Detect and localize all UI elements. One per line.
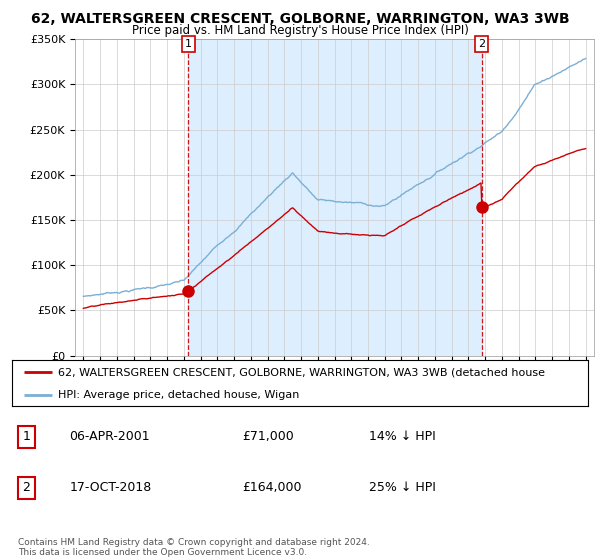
Bar <box>188 39 482 356</box>
Text: 2: 2 <box>22 481 31 494</box>
Text: £71,000: £71,000 <box>242 430 294 444</box>
Text: 14% ↓ HPI: 14% ↓ HPI <box>369 430 436 444</box>
Text: HPI: Average price, detached house, Wigan: HPI: Average price, detached house, Wiga… <box>58 390 299 399</box>
Text: 1: 1 <box>22 430 31 444</box>
Text: Price paid vs. HM Land Registry's House Price Index (HPI): Price paid vs. HM Land Registry's House … <box>131 24 469 36</box>
Text: 2: 2 <box>478 39 485 49</box>
Text: 25% ↓ HPI: 25% ↓ HPI <box>369 481 436 494</box>
Text: 1: 1 <box>185 39 192 49</box>
Text: 62, WALTERSGREEN CRESCENT, GOLBORNE, WARRINGTON, WA3 3WB: 62, WALTERSGREEN CRESCENT, GOLBORNE, WAR… <box>31 12 569 26</box>
Text: £164,000: £164,000 <box>242 481 302 494</box>
Text: 06-APR-2001: 06-APR-2001 <box>70 430 150 444</box>
Text: Contains HM Land Registry data © Crown copyright and database right 2024.
This d: Contains HM Land Registry data © Crown c… <box>18 538 370 557</box>
Text: 62, WALTERSGREEN CRESCENT, GOLBORNE, WARRINGTON, WA3 3WB (detached house: 62, WALTERSGREEN CRESCENT, GOLBORNE, WAR… <box>58 367 545 377</box>
Text: 17-OCT-2018: 17-OCT-2018 <box>70 481 152 494</box>
